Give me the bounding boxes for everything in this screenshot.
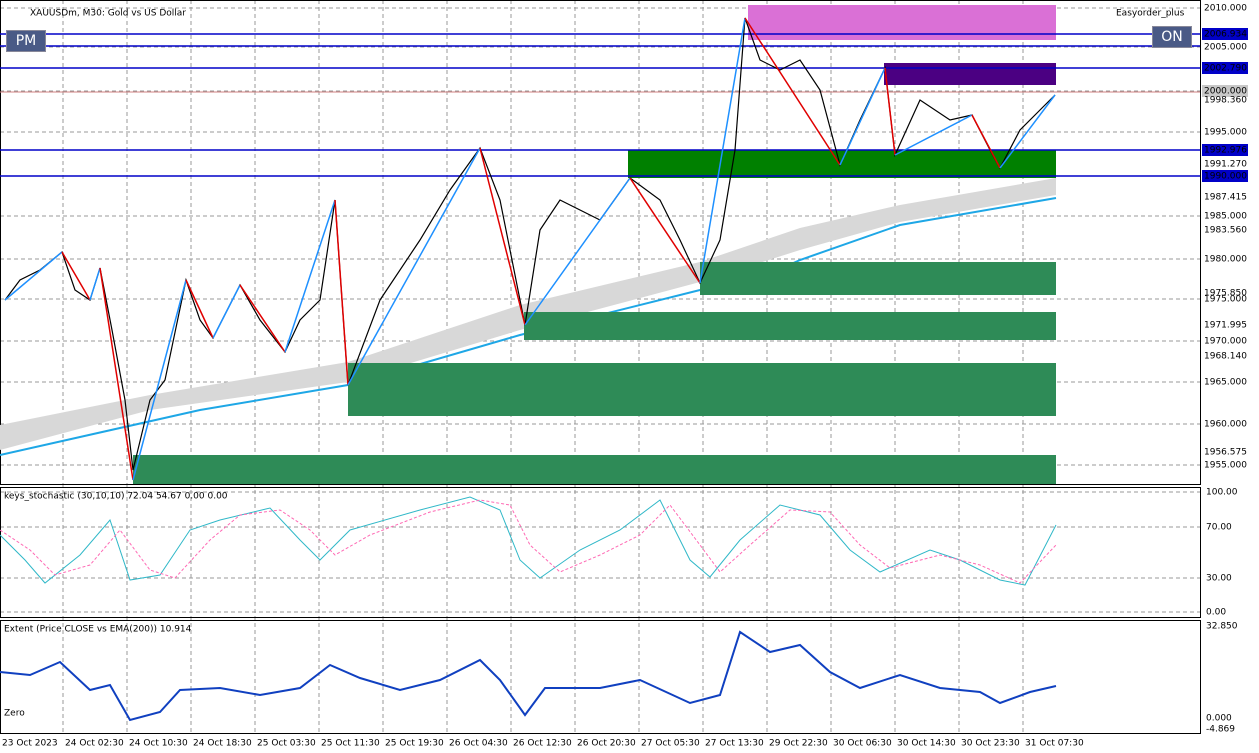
demand-zone [524,312,1056,340]
price-label: 1983.560 [1204,226,1247,236]
stochastic-signal [0,499,1057,584]
level-lines [0,33,1200,177]
on-button[interactable]: ON [1152,26,1192,48]
price-label: 1971.995 [1204,321,1247,331]
price-highlight [1202,85,1248,97]
supply-zone [884,63,1056,85]
zigzag [4,17,1056,481]
time-label: 25 Oct 03:30 [257,739,316,749]
time-label: 23 Oct 2023 [2,739,58,749]
time-label: 26 Oct 04:30 [449,739,508,749]
time-label: 27 Oct 13:30 [705,739,764,749]
price-label: 1956.575 [1204,448,1247,458]
price-highlight [1202,28,1248,40]
level-label: 100.00 [1206,488,1238,498]
price-label: 1987.415 [1204,193,1247,203]
level-label: 32.850 [1206,622,1238,632]
level-label: 0.000 [1206,714,1232,724]
price-label: 2010.000 [1204,4,1247,14]
time-label: 24 Oct 10:30 [129,739,188,749]
price-label: 1990.000 [1204,172,1247,182]
price-label: 2006.934 [1204,30,1247,40]
symbol-label: XAUUSDm, M30: Gold vs US Dollar [30,9,186,19]
time-label: 31 Oct 07:30 [1025,739,1084,749]
level-label: 30.00 [1206,574,1232,584]
price-highlight [1202,144,1248,156]
price-label: 2000.000 [1204,87,1247,97]
price-label: 1960.000 [1204,420,1247,430]
time-label: 30 Oct 23:30 [961,739,1020,749]
price-label: 1980.000 [1204,255,1247,265]
demand-zone [348,363,1056,416]
time-label: 26 Oct 12:30 [513,739,572,749]
stochastic-title: keys_stochastic (30,10,10) 72.04 54.67 0… [4,492,228,502]
zero-label: Zero [4,709,25,719]
level-label: 0.00 [1206,608,1226,618]
level-label: 70.00 [1206,523,1232,533]
time-label: 30 Oct 14:30 [897,739,956,749]
stochastic-main [0,496,1057,586]
price-label: 1975.850 [1204,289,1247,299]
time-label: 24 Oct 02:30 [65,739,124,749]
level-label: -4.869 [1206,725,1235,735]
demand-zone [700,262,1056,295]
stochastic-pane [0,487,1201,618]
demand-zone [628,150,1056,178]
price-label: 1975.000 [1204,295,1247,305]
price-label: 1992.976 [1204,146,1247,156]
time-label: 25 Oct 19:30 [385,739,444,749]
main-pane [0,0,1201,485]
price-label: 2002.790 [1204,64,1247,74]
price-label: 2005.000 [1204,43,1247,53]
extent-line [0,630,1057,722]
price-label: 1995.000 [1204,128,1247,138]
price-label: 1965.000 [1204,378,1247,388]
price-highlight [1202,170,1248,182]
time-label: 30 Oct 06:30 [833,739,892,749]
extent-title: Extent (Price CLOSE vs EMA(200)) 10.914 [4,625,192,635]
demand-zone [133,455,1056,484]
time-label: 26 Oct 20:30 [577,739,636,749]
price-label: 1985.000 [1204,212,1247,222]
price-highlight [1202,62,1248,74]
price-label: 1991.270 [1204,160,1247,170]
time-label: 27 Oct 05:30 [641,739,700,749]
time-label: 25 Oct 11:30 [321,739,380,749]
pm-button[interactable]: PM [6,30,46,52]
time-label: 29 Oct 22:30 [769,739,828,749]
expert-label: Easyorder_plus [1116,9,1185,19]
time-label: 24 Oct 18:30 [193,739,252,749]
price-label: 1968.140 [1204,352,1247,362]
price-label: 1955.000 [1204,461,1247,471]
price-label: 1998.360 [1204,96,1247,106]
price-label: 1970.000 [1204,337,1247,347]
extent-pane [0,620,1201,734]
